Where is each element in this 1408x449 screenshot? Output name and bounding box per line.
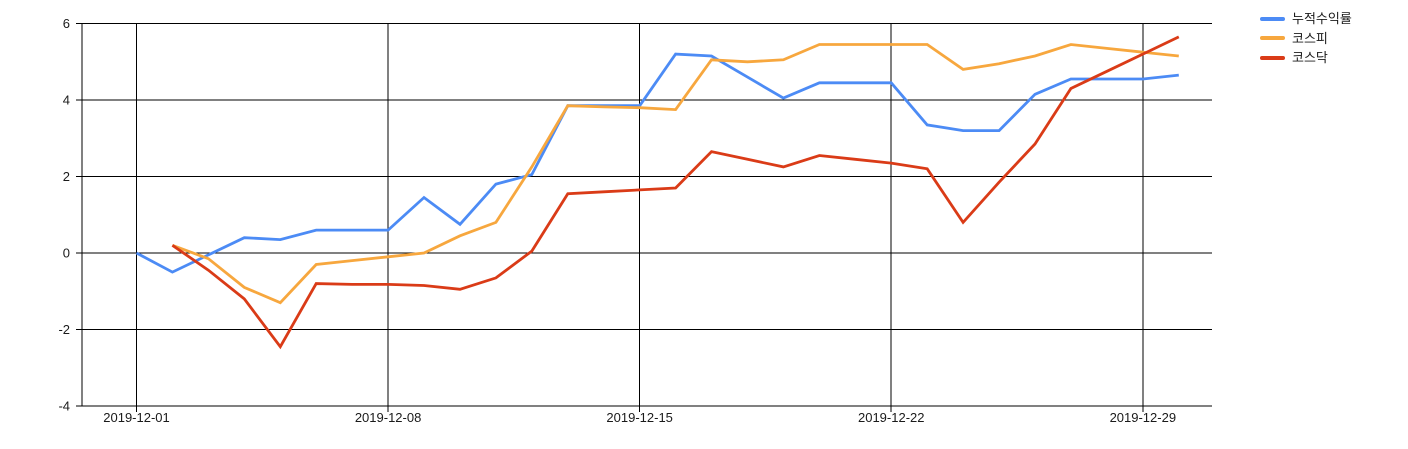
legend-label: 누적수익률: [1292, 11, 1352, 27]
x-axis-tick-label: 2019-12-15: [606, 410, 673, 425]
x-axis-tick-label: 2019-12-01: [103, 410, 170, 425]
y-axis-tick-label: 0: [63, 246, 70, 261]
gridlines: [76, 23, 1212, 412]
legend-label: 코스피: [1292, 30, 1328, 46]
legend-item-kosdaq[interactable]: 코스닥: [1260, 48, 1352, 68]
x-axis-tick-label: 2019-12-29: [1110, 410, 1177, 425]
legend-item-cumulative-return[interactable]: 누적수익률: [1260, 9, 1352, 29]
x-axis-tick-label: 2019-12-08: [355, 410, 422, 425]
legend-label: 코스닥: [1292, 50, 1328, 66]
y-axis-tick-label: 4: [63, 93, 70, 108]
y-axis-tick-label: -4: [58, 399, 70, 414]
series-line-cumulative-return[interactable]: [135, 52, 1179, 274]
series-line-kospi[interactable]: [171, 43, 1179, 305]
y-axis-tick-label: -2: [58, 322, 70, 337]
legend-item-kospi[interactable]: 코스피: [1260, 29, 1352, 49]
axis-labels: 6 4 2 0 -2 -4 2019-12-01 2019-12-08 2019-12-15 20…: [58, 16, 1176, 425]
y-axis-tick-label: 2: [63, 169, 70, 184]
series-line-kosdaq[interactable]: [171, 35, 1180, 350]
x-axis-tick-label: 2019-12-22: [858, 410, 925, 425]
series-lines: [135, 35, 1180, 350]
legend-swatch-kosdaq: [1260, 55, 1285, 60]
legend-swatch-kospi: [1260, 36, 1285, 41]
y-axis-tick-label: 6: [63, 16, 70, 31]
legend-swatch-cumulative-return: [1260, 16, 1285, 21]
